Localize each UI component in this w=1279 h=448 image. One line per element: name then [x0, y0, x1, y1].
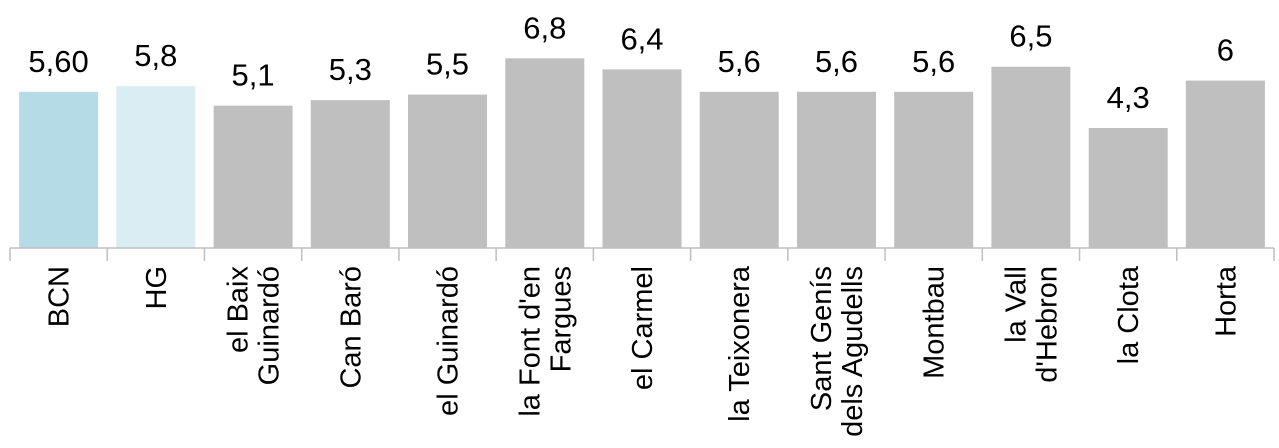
category-label-line: BCN: [44, 266, 76, 327]
category-label-line: el Carmel: [627, 266, 659, 390]
bar: [1088, 128, 1168, 248]
bar: [310, 100, 390, 248]
category-label-line: el Baix: [223, 266, 255, 354]
category-label-line: Fargues: [545, 266, 577, 372]
category-label-line: la Vall: [1000, 266, 1032, 343]
category-label-line: Sant Genís: [806, 266, 838, 411]
bar: [213, 105, 293, 248]
category-label-line: Can Baró: [335, 266, 367, 389]
category-label-line: la Clota: [1113, 265, 1145, 364]
bar-value-label: 5,5: [426, 47, 469, 82]
bar-value-label: 4,3: [1107, 80, 1150, 115]
bar: [19, 91, 99, 248]
category-label: el Guinardó: [433, 266, 465, 416]
category-label-line: la Teixonera: [724, 265, 756, 422]
bar: [505, 58, 585, 248]
bar-value-label: 5,1: [232, 58, 275, 93]
bar: [1185, 80, 1265, 248]
category-label: la Valld'Hebron: [1000, 266, 1063, 383]
category-label-line: Guinardó: [254, 266, 286, 385]
category-label-line: el Guinardó: [433, 266, 465, 416]
category-label-line: la Font d'en: [514, 266, 546, 417]
category-label: el Carmel: [627, 266, 659, 390]
bar-value-label: 5,6: [718, 44, 761, 79]
bar-value-label: 5,6: [815, 44, 858, 79]
bar: [797, 91, 876, 248]
bar: [894, 91, 974, 248]
category-label-line: d'Hebron: [1031, 266, 1063, 383]
category-label-line: HG: [141, 266, 173, 310]
bar-value-label: 5,60: [28, 44, 88, 79]
category-label: el BaixGuinardó: [223, 266, 286, 386]
bar: [602, 69, 682, 249]
bar-value-label: 6,5: [1009, 19, 1052, 54]
bar: [408, 94, 487, 248]
bar-value-label: 5,6: [912, 44, 955, 79]
category-label: Can Baró: [335, 266, 367, 389]
bar: [699, 91, 779, 248]
category-label: BCN: [44, 266, 76, 327]
bar-value-label: 6,4: [620, 21, 663, 56]
bar: [116, 86, 196, 248]
category-label: la Teixonera: [724, 265, 756, 422]
bar-value-label: 5,8: [134, 38, 177, 73]
category-label-line: Montbau: [919, 266, 951, 379]
bar-value-label: 6,8: [523, 10, 566, 45]
category-label: Sant Genísdels Agudells: [806, 266, 869, 437]
category-label-line: Horta: [1210, 265, 1242, 337]
category-labels-group: BCN HG el BaixGuinardó Can Baró el Guinardó l…: [44, 265, 1243, 437]
category-label: HG: [141, 266, 173, 310]
bars-group: [19, 58, 1265, 249]
bar-value-label: 5,3: [329, 52, 372, 87]
category-label: la Font d'enFargues: [514, 266, 577, 417]
category-label: Horta: [1210, 265, 1242, 337]
category-label: Montbau: [919, 266, 951, 379]
category-label-line: dels Agudells: [837, 266, 869, 437]
bar-value-label: 6: [1217, 33, 1234, 68]
bar: [991, 66, 1071, 248]
category-label: la Clota: [1113, 265, 1145, 364]
x-axis: [9, 247, 1275, 261]
value-labels-group: 5,60 5,8 5,1 5,3 5,5 6,8 6,4 5,6 5,6 5,6 6,5 4,3 6: [28, 10, 1234, 115]
